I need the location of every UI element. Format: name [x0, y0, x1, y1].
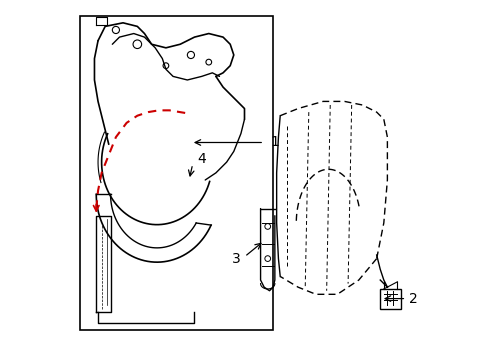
Bar — [80, 16, 272, 330]
Bar — [380, 289, 400, 309]
Text: 2: 2 — [408, 292, 417, 306]
Text: 3: 3 — [231, 252, 240, 266]
Text: 4: 4 — [197, 152, 205, 166]
Text: 1: 1 — [270, 135, 279, 149]
